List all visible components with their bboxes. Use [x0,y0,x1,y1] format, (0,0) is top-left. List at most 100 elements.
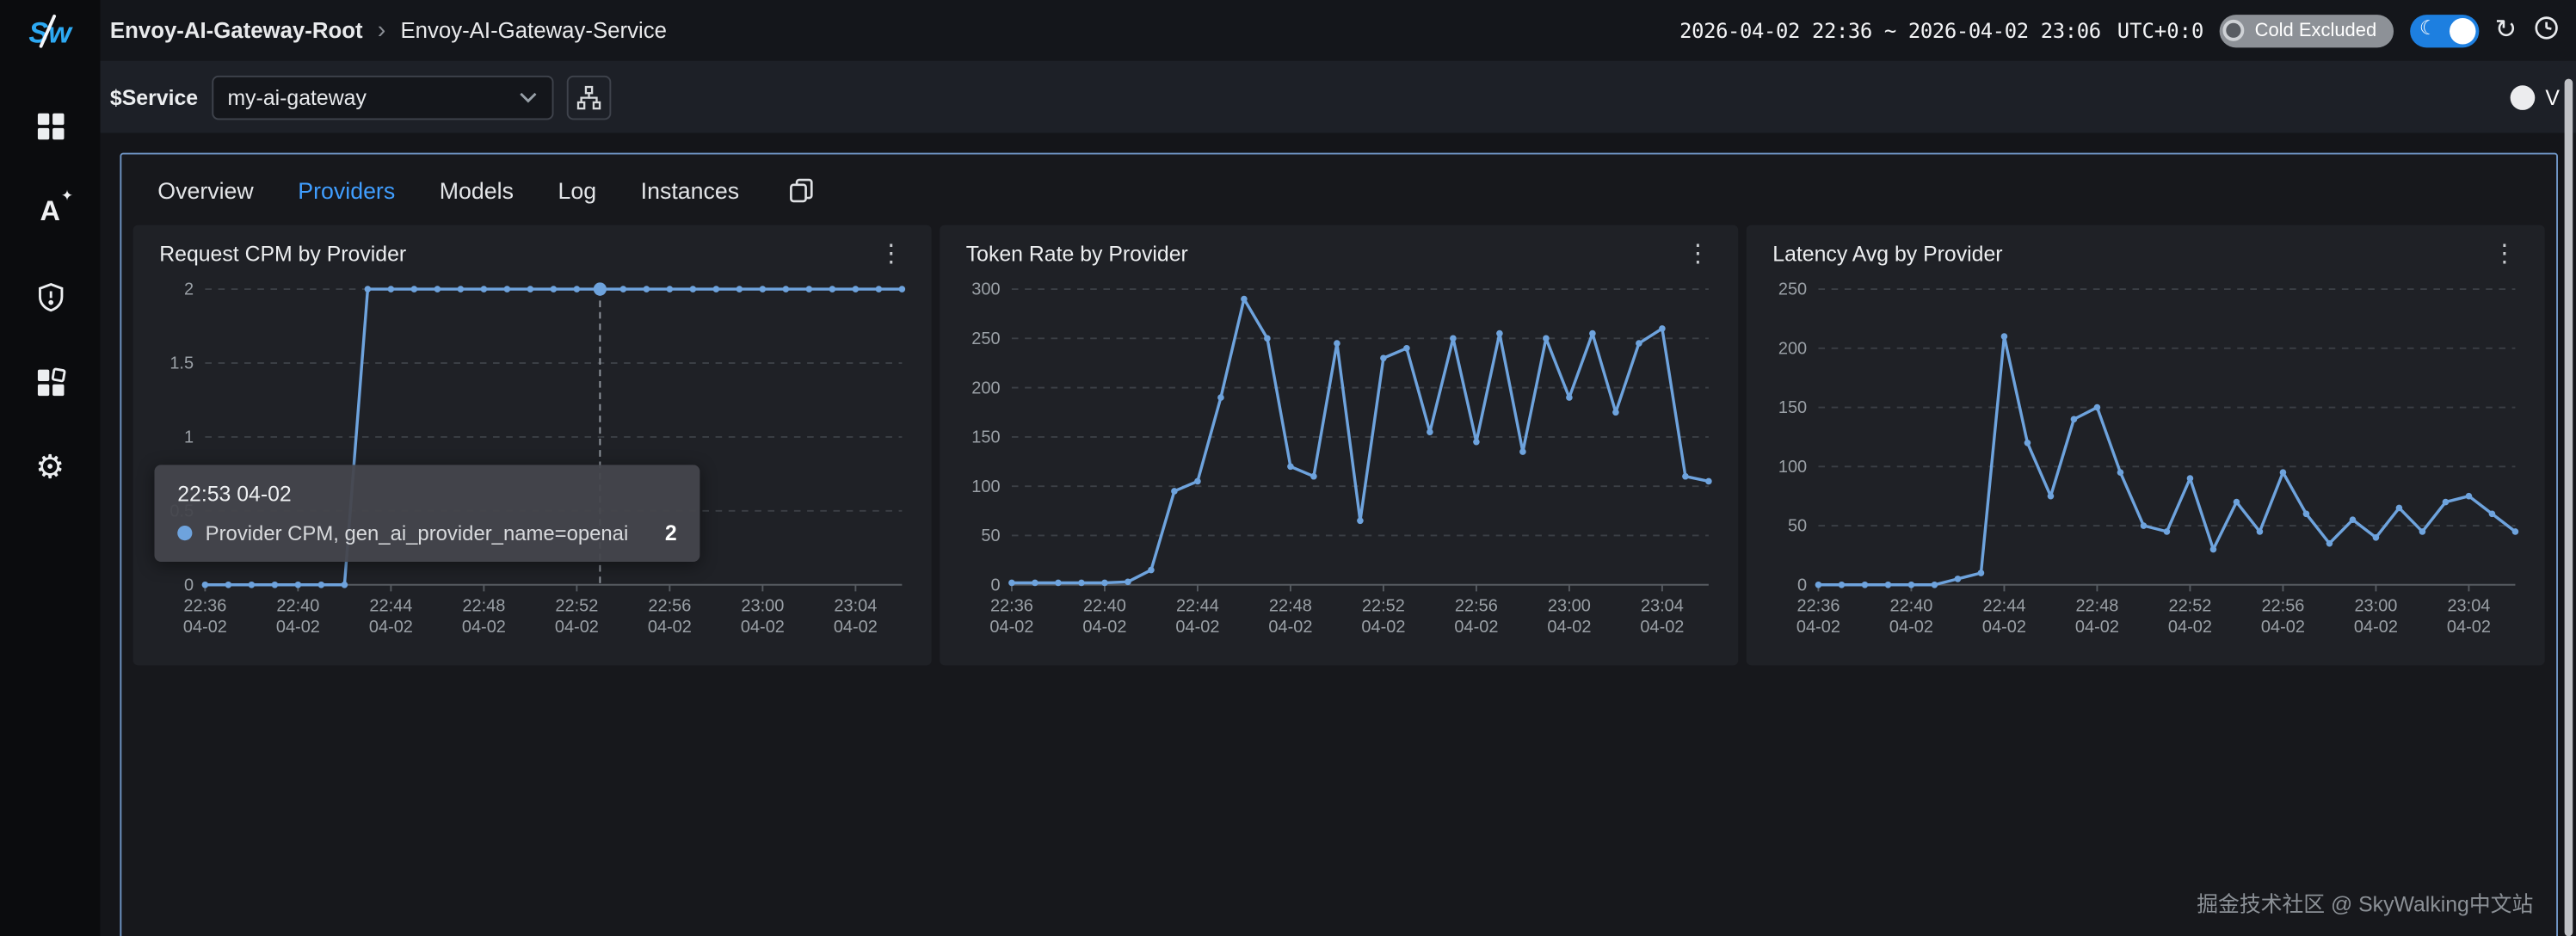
scrollbar[interactable] [2564,78,2573,936]
svg-text:23:00: 23:00 [2354,596,2397,615]
topology-button[interactable] [565,74,611,120]
svg-text:23:04: 23:04 [2447,596,2490,615]
svg-text:22:52: 22:52 [2168,596,2211,615]
breadcrumb-root[interactable]: Envoy-AI-Gateway-Root [109,18,363,43]
charts-row: Request CPM by Provider ⋮ 00.511.5222:36… [121,225,2556,666]
svg-text:300: 300 [971,280,1000,299]
svg-text:04-02: 04-02 [1889,618,1933,637]
chart-token-rate[interactable]: 0 50 100 150 200 250 300 22:36 04-02 22:40 04-02 22… [952,273,1724,644]
panel-title: Latency Avg by Provider [1772,241,2003,267]
tabs-row: Overview Providers Models Log Instances [121,154,2556,225]
dashboard-tabs: Overview Providers Models Log Instances [157,177,739,204]
svg-text:04-02: 04-02 [1361,618,1405,637]
tab-models[interactable]: Models [439,177,514,204]
header-controls: 2026-04-02 22:36 ~ 2026-04-02 23:06 UTC+… [1679,14,2560,47]
marketplace-widgets-icon[interactable] [17,350,83,416]
moon-icon: ☾ [2419,15,2437,39]
panel-menu-icon[interactable]: ⋮ [1685,239,1710,268]
svg-text:04-02: 04-02 [834,618,878,637]
svg-text:22:44: 22:44 [1176,596,1219,615]
theme-toggle[interactable]: ☾ [2409,14,2479,47]
svg-text:100: 100 [971,477,1000,496]
svg-text:0: 0 [184,576,194,594]
breadcrumb: Envoy-AI-Gateway-Root › Envoy-AI-Gateway… [110,16,667,44]
svg-text:23:00: 23:00 [1548,596,1591,615]
time-range-picker[interactable]: 2026-04-02 22:36 ~ 2026-04-02 23:06 [1679,18,2101,43]
svg-text:04-02: 04-02 [276,618,320,637]
svg-text:22:56: 22:56 [1455,596,1498,615]
panel-title: Request CPM by Provider [159,241,407,267]
service-bar: $Service my-ai-gateway V [100,60,2576,133]
main-column: Envoy-AI-Gateway-Root › Envoy-AI-Gateway… [100,0,2576,936]
svg-text:200: 200 [971,379,1000,397]
timezone-label: UTC+0:0 [2117,18,2204,43]
panel-token-rate: Token Rate by Provider ⋮ 0 50 100 150 200 250… [940,225,1739,666]
tab-overview[interactable]: Overview [157,177,254,204]
svg-text:22:48: 22:48 [1269,596,1312,615]
svg-text:04-02: 04-02 [648,618,692,637]
svg-text:04-02: 04-02 [183,618,227,637]
tooltip-value: 2 [664,520,677,545]
svg-text:22:48: 22:48 [462,596,505,615]
svg-text:04-02: 04-02 [2168,618,2212,637]
svg-text:04-02: 04-02 [741,618,785,637]
tooltip-time: 22:53 04-02 [177,481,292,507]
view-toggle[interactable]: V [2511,84,2562,109]
panel-menu-icon[interactable]: ⋮ [2492,239,2517,268]
tab-providers[interactable]: Providers [298,177,396,204]
refresh-icon[interactable]: ↻ [2494,15,2517,44]
cold-excluded-toggle[interactable]: Cold Excluded [2220,14,2394,47]
svg-text:04-02: 04-02 [555,618,599,637]
svg-text:04-02: 04-02 [462,618,506,637]
svg-text:04-02: 04-02 [1082,618,1126,637]
clock-icon[interactable] [2533,14,2560,46]
svg-text:04-02: 04-02 [989,618,1033,637]
chart-tooltip: 22:53 04-02 Provider CPM, gen_ai_provide… [154,465,700,563]
svg-text:04-02: 04-02 [1982,618,2026,637]
svg-text:22:36: 22:36 [183,596,226,615]
dashboard-container: Overview Providers Models Log Instances Requ… [120,152,2558,936]
svg-text:04-02: 04-02 [369,618,413,637]
svg-text:22:40: 22:40 [276,596,319,615]
copy-dashboard-icon[interactable] [788,177,815,204]
sitemap-icon [576,84,601,109]
svg-text:22:44: 22:44 [369,596,412,615]
series-dot [177,526,193,541]
svg-text:0: 0 [991,576,1001,594]
settings-gear-icon[interactable]: ⚙ [35,450,65,487]
dashboards-grid-icon[interactable] [17,94,83,159]
breadcrumb-separator: › [377,16,386,45]
chart-request-cpm[interactable]: 00.511.5222:3604-0222:4004-0222:4404-022… [146,273,918,644]
svg-text:23:04: 23:04 [834,596,877,615]
skywalking-logo[interactable]: Sw [28,14,71,51]
svg-text:04-02: 04-02 [1640,618,1684,637]
tooltip-series: Provider CPM, gen_ai_provider_name=opena… [205,521,629,545]
view-toggle-label: V [2545,84,2560,109]
ai-pipeline-icon[interactable]: A ✦ [17,179,83,244]
svg-text:22:40: 22:40 [1889,596,1932,615]
content-area: Overview Providers Models Log Instances Requ… [100,132,2576,936]
svg-text:50: 50 [981,526,1000,545]
svg-text:22:36: 22:36 [1796,596,1840,615]
panel-request-cpm: Request CPM by Provider ⋮ 00.511.5222:36… [132,225,932,666]
svg-text:150: 150 [1778,398,1807,417]
ai-letter: A [40,195,60,227]
svg-text:04-02: 04-02 [1268,618,1312,637]
svg-text:04-02: 04-02 [1796,618,1840,637]
tab-instances[interactable]: Instances [640,177,740,204]
service-select-value: my-ai-gateway [227,84,367,109]
svg-text:1: 1 [184,428,194,447]
breadcrumb-current: Envoy-AI-Gateway-Service [400,18,667,43]
tab-log[interactable]: Log [558,177,597,204]
alarm-shield-icon[interactable] [17,264,83,329]
panel-menu-icon[interactable]: ⋮ [878,239,904,268]
svg-text:150: 150 [971,428,1000,447]
chart-latency-avg[interactable]: 0 50 100 150 200 250 22:36 04-02 22:40 04-02 22:44… [1759,273,2531,644]
svg-text:100: 100 [1778,458,1807,477]
service-select[interactable]: my-ai-gateway [211,74,553,120]
svg-text:2: 2 [184,280,194,299]
service-label: $Service [109,84,199,109]
svg-text:04-02: 04-02 [2261,618,2305,637]
cold-excluded-label: Cold Excluded [2254,20,2377,40]
svg-text:22:48: 22:48 [2075,596,2118,615]
